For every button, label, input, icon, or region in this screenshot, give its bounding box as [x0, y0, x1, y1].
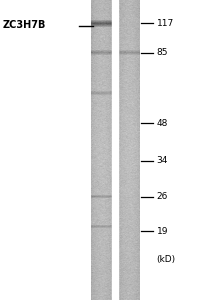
Text: 48: 48 — [157, 118, 168, 127]
Text: 26: 26 — [157, 192, 168, 201]
Text: (kD): (kD) — [157, 255, 176, 264]
Text: 85: 85 — [157, 48, 168, 57]
Text: ZC3H7B: ZC3H7B — [2, 20, 46, 31]
Text: 34: 34 — [157, 156, 168, 165]
Text: 117: 117 — [157, 19, 174, 28]
Text: 19: 19 — [157, 226, 168, 236]
